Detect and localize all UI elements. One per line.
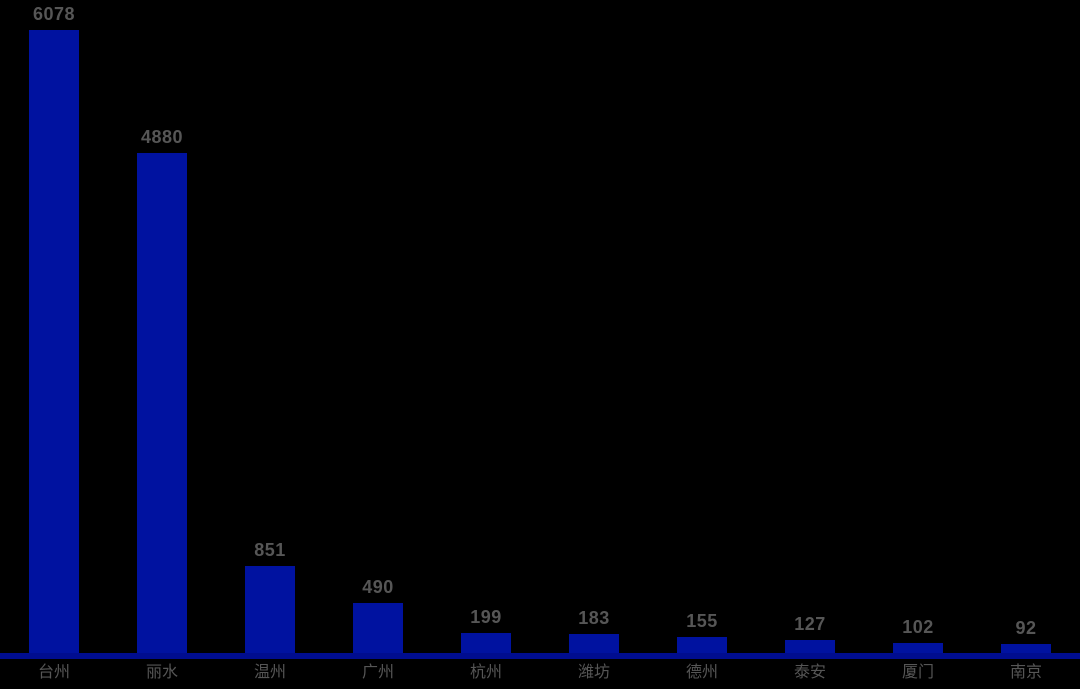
bar-slot: 4880: [108, 128, 216, 653]
bar: [137, 153, 187, 653]
category-label: 南京: [1009, 664, 1042, 681]
bar: [893, 643, 943, 653]
bar-slot: 183: [540, 609, 648, 653]
bar-value-label: 183: [578, 608, 610, 628]
bar-slot: 851: [216, 541, 324, 653]
bar-slot: 155: [648, 612, 756, 653]
category-label: 台州: [37, 664, 70, 681]
bar-value-label: 92: [1015, 618, 1037, 638]
bar-value-label: 127: [794, 614, 826, 634]
bar: [245, 566, 295, 653]
bar-value-label: 4880: [140, 127, 184, 147]
bar: [461, 633, 511, 653]
bar-slot: 92: [972, 619, 1080, 653]
bar-value-label: 102: [902, 617, 934, 637]
category-label: 厦门: [901, 664, 934, 681]
bar-slot: 490: [324, 578, 432, 653]
bar-value-label: 6078: [32, 4, 76, 24]
bar-slot: 6078: [0, 5, 108, 653]
x-axis-labels: 台州 丽水 温州 广州 杭州 潍坊 德州 泰安 厦门 南京: [0, 663, 1080, 684]
bar-value-label: 851: [254, 540, 286, 560]
bar: [677, 637, 727, 653]
category-label: 潍坊: [577, 664, 610, 681]
category-label: 泰安: [793, 664, 826, 681]
bar-slot: 199: [432, 608, 540, 653]
bar-value-label: 199: [470, 607, 502, 627]
bar: [569, 634, 619, 653]
category-label: 广州: [361, 664, 394, 681]
bar-value-label: 155: [686, 611, 718, 631]
bar: [1001, 644, 1051, 653]
bar: [353, 603, 403, 653]
bar-slot: 127: [756, 615, 864, 653]
bar: [29, 30, 79, 653]
category-label: 丽水: [145, 664, 178, 681]
category-label: 温州: [253, 664, 286, 681]
bar-slot: 102: [864, 618, 972, 653]
bar-value-label: 490: [362, 577, 394, 597]
x-axis-line: [0, 653, 1080, 659]
category-label: 德州: [685, 664, 718, 681]
category-label: 杭州: [469, 664, 502, 681]
plot-area: 6078 4880 851 490 199 183 155 127 102 92: [0, 5, 1080, 653]
bar: [785, 640, 835, 653]
